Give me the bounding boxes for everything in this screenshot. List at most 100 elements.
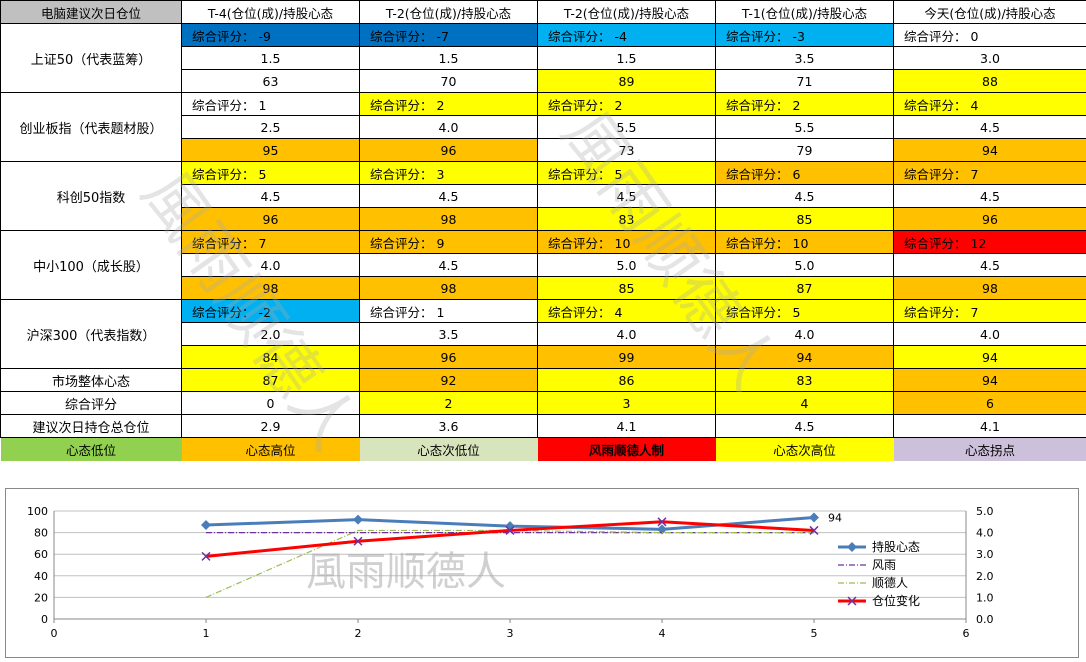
score-cell[interactable]: 综合评分： -3: [715, 23, 894, 47]
summary-cell[interactable]: 6: [893, 391, 1086, 415]
mood-cell[interactable]: 71: [715, 69, 894, 93]
mood-cell[interactable]: 84: [181, 345, 360, 369]
position-cell[interactable]: 4.5: [715, 184, 894, 208]
score-cell[interactable]: 综合评分： 7: [181, 230, 360, 254]
position-cell[interactable]: 5.0: [715, 253, 894, 277]
position-cell[interactable]: 4.0: [359, 115, 538, 139]
summary-label[interactable]: 建议次日持仓总仓位: [0, 414, 182, 438]
score-cell[interactable]: 综合评分： 6: [715, 161, 894, 185]
summary-cell[interactable]: 4: [715, 391, 894, 415]
position-cell[interactable]: 3.5: [715, 46, 894, 70]
score-cell[interactable]: 综合评分： 7: [893, 161, 1086, 185]
position-cell[interactable]: 5.5: [537, 115, 716, 139]
color-legend-cell[interactable]: 风雨顺德人制: [537, 437, 716, 461]
score-cell[interactable]: 综合评分： 0: [893, 23, 1086, 47]
summary-label[interactable]: 市场整体心态: [0, 368, 182, 392]
summary-cell[interactable]: 4.5: [715, 414, 894, 438]
header-day-1[interactable]: T-4(仓位(成)/持股心态: [181, 0, 360, 24]
score-cell[interactable]: 综合评分： -2: [181, 299, 360, 323]
header-day-5[interactable]: 今天(仓位(成)/持股心态: [893, 0, 1086, 24]
score-cell[interactable]: 综合评分： 12: [893, 230, 1086, 254]
summary-cell[interactable]: 3: [537, 391, 716, 415]
score-cell[interactable]: 综合评分： -7: [359, 23, 538, 47]
mood-cell[interactable]: 96: [359, 138, 538, 162]
color-legend-cell[interactable]: 心态次低位: [359, 437, 538, 461]
position-cell[interactable]: 1.5: [181, 46, 360, 70]
score-cell[interactable]: 综合评分： 5: [715, 299, 894, 323]
position-cell[interactable]: 4.5: [359, 184, 538, 208]
mood-cell[interactable]: 88: [893, 69, 1086, 93]
header-day-4[interactable]: T-1(仓位(成)/持股心态: [715, 0, 894, 24]
score-cell[interactable]: 综合评分： 1: [181, 92, 360, 116]
score-cell[interactable]: 综合评分： 9: [359, 230, 538, 254]
summary-cell[interactable]: 4.1: [893, 414, 1086, 438]
color-legend-cell[interactable]: 心态高位: [181, 437, 360, 461]
position-cell[interactable]: 5.5: [715, 115, 894, 139]
header-day-2[interactable]: T-2(仓位(成)/持股心态: [359, 0, 538, 24]
position-cell[interactable]: 3.0: [893, 46, 1086, 70]
position-cell[interactable]: 1.5: [537, 46, 716, 70]
summary-cell[interactable]: 4.1: [537, 414, 716, 438]
position-cell[interactable]: 4.5: [893, 184, 1086, 208]
mood-cell[interactable]: 70: [359, 69, 538, 93]
mood-cell[interactable]: 94: [715, 345, 894, 369]
position-cell[interactable]: 4.0: [715, 322, 894, 346]
index-label[interactable]: 科创50指数: [0, 161, 182, 231]
mood-cell[interactable]: 99: [537, 345, 716, 369]
index-label[interactable]: 中小100（成长股）: [0, 230, 182, 300]
position-cell[interactable]: 4.5: [893, 115, 1086, 139]
position-cell[interactable]: 4.5: [181, 184, 360, 208]
summary-cell[interactable]: 83: [715, 368, 894, 392]
mood-cell[interactable]: 95: [181, 138, 360, 162]
mood-cell[interactable]: 98: [181, 276, 360, 300]
index-label[interactable]: 创业板指（代表题材股）: [0, 92, 182, 162]
index-label[interactable]: 上证50（代表蓝筹）: [0, 23, 182, 93]
score-cell[interactable]: 综合评分： 2: [359, 92, 538, 116]
mood-cell[interactable]: 85: [537, 276, 716, 300]
mood-cell[interactable]: 94: [893, 138, 1086, 162]
summary-cell[interactable]: 87: [181, 368, 360, 392]
header-day-3[interactable]: T-2(仓位(成)/持股心态: [537, 0, 716, 24]
summary-cell[interactable]: 3.6: [359, 414, 538, 438]
score-cell[interactable]: 综合评分： 2: [537, 92, 716, 116]
mood-cell[interactable]: 73: [537, 138, 716, 162]
summary-cell[interactable]: 0: [181, 391, 360, 415]
color-legend-cell[interactable]: 心态低位: [0, 437, 182, 461]
position-cell[interactable]: 1.5: [359, 46, 538, 70]
score-cell[interactable]: 综合评分： 10: [715, 230, 894, 254]
score-cell[interactable]: 综合评分： 5: [181, 161, 360, 185]
mood-cell[interactable]: 96: [359, 345, 538, 369]
position-cell[interactable]: 4.5: [359, 253, 538, 277]
position-cell[interactable]: 4.5: [893, 253, 1086, 277]
score-cell[interactable]: 综合评分： 10: [537, 230, 716, 254]
position-cell[interactable]: 3.5: [359, 322, 538, 346]
mood-cell[interactable]: 98: [359, 276, 538, 300]
position-cell[interactable]: 5.0: [537, 253, 716, 277]
color-legend-cell[interactable]: 心态拐点: [893, 437, 1086, 461]
color-legend-cell[interactable]: 心态次高位: [715, 437, 894, 461]
score-cell[interactable]: 综合评分： 4: [537, 299, 716, 323]
score-cell[interactable]: 综合评分： 2: [715, 92, 894, 116]
score-cell[interactable]: 综合评分： -9: [181, 23, 360, 47]
mood-cell[interactable]: 79: [715, 138, 894, 162]
mood-cell[interactable]: 63: [181, 69, 360, 93]
summary-cell[interactable]: 2.9: [181, 414, 360, 438]
index-label[interactable]: 沪深300（代表指数）: [0, 299, 182, 369]
header-corner[interactable]: 电脑建议次日仓位: [0, 0, 182, 24]
summary-cell[interactable]: 92: [359, 368, 538, 392]
position-cell[interactable]: 4.0: [537, 322, 716, 346]
mood-cell[interactable]: 83: [537, 207, 716, 231]
mood-cell[interactable]: 94: [893, 345, 1086, 369]
mood-cell[interactable]: 96: [181, 207, 360, 231]
mood-cell[interactable]: 89: [537, 69, 716, 93]
score-cell[interactable]: 综合评分： -4: [537, 23, 716, 47]
score-cell[interactable]: 综合评分： 5: [537, 161, 716, 185]
summary-label[interactable]: 综合评分: [0, 391, 182, 415]
score-cell[interactable]: 综合评分： 4: [893, 92, 1086, 116]
position-cell[interactable]: 4.0: [893, 322, 1086, 346]
score-cell[interactable]: 综合评分： 7: [893, 299, 1086, 323]
score-cell[interactable]: 综合评分： 1: [359, 299, 538, 323]
mood-cell[interactable]: 98: [359, 207, 538, 231]
summary-cell[interactable]: 86: [537, 368, 716, 392]
summary-cell[interactable]: 94: [893, 368, 1086, 392]
